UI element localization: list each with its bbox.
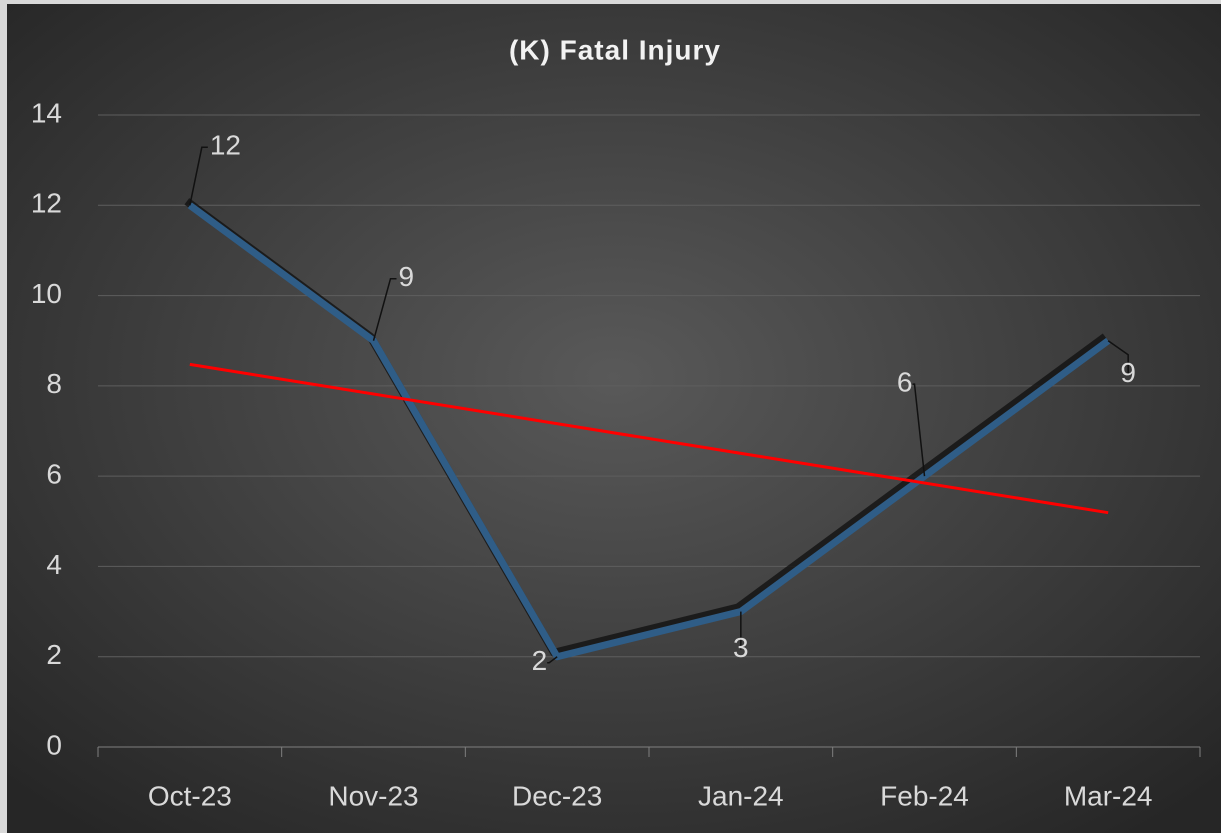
y-tick-label: 4 bbox=[46, 549, 62, 580]
y-tick-label: 14 bbox=[31, 97, 62, 128]
data-label: 12 bbox=[210, 130, 241, 161]
x-tick-label: Feb-24 bbox=[880, 780, 969, 811]
leader-line bbox=[372, 277, 397, 341]
y-tick-label: 0 bbox=[46, 729, 62, 760]
y-tick-label: 10 bbox=[31, 278, 62, 309]
trendline bbox=[189, 362, 1109, 515]
leader-line bbox=[1107, 340, 1129, 375]
x-tick-label: Jan-24 bbox=[698, 780, 784, 811]
leader-line bbox=[189, 146, 208, 206]
data-label: 6 bbox=[897, 367, 913, 398]
y-tick-label: 6 bbox=[46, 459, 62, 490]
x-tick-label: Mar-24 bbox=[1064, 780, 1153, 811]
y-tick-label: 8 bbox=[46, 368, 62, 399]
data-label: 3 bbox=[733, 632, 749, 663]
chart-background bbox=[7, 4, 1221, 833]
chart-title: (K) Fatal Injury bbox=[509, 34, 721, 65]
leader-line bbox=[547, 656, 558, 664]
data-label: 9 bbox=[399, 261, 415, 292]
line bbox=[187, 202, 1111, 661]
y-tick-label: 2 bbox=[46, 639, 62, 670]
x-tick-label: Oct-23 bbox=[148, 780, 232, 811]
data-label: 2 bbox=[532, 645, 548, 676]
x-tick-label: Dec-23 bbox=[512, 780, 602, 811]
leader-line bbox=[912, 383, 926, 477]
data-label: 9 bbox=[1120, 357, 1136, 388]
y-tick-label: 12 bbox=[31, 188, 62, 219]
x-tick-label: Nov-23 bbox=[328, 780, 418, 811]
